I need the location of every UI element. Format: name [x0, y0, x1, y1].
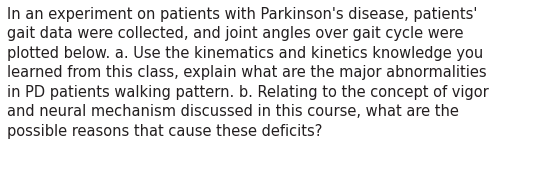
Text: In an experiment on patients with Parkinson's disease, patients'
gait data were : In an experiment on patients with Parkin… — [7, 7, 488, 139]
